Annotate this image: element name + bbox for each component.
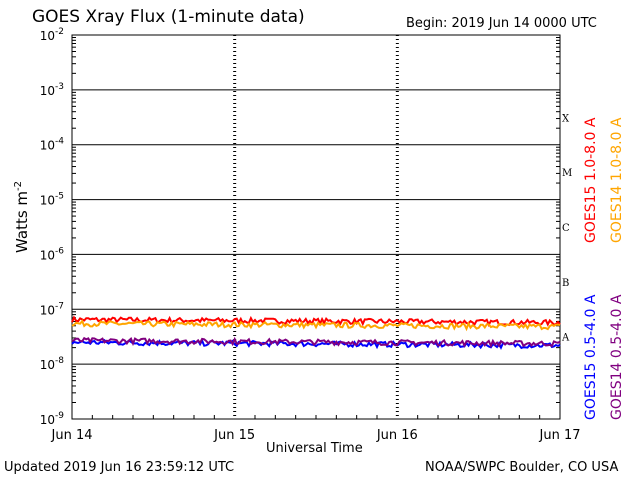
flare-class-label: A — [561, 333, 570, 344]
y-tick-label: 10-5 — [40, 192, 64, 208]
legend-goes14-short: GOES14 0.5-4.0 A — [609, 294, 625, 420]
legend-goes15-short: GOES15 0.5-4.0 A — [583, 294, 599, 420]
credit: NOAA/SWPC Boulder, CO USA — [425, 460, 619, 475]
legend-goes15-long: GOES15 1.0-8.0 A — [583, 117, 599, 243]
x-axis-title: Universal Time — [266, 441, 363, 456]
flare-class-label: C — [562, 223, 570, 234]
x-tick-label: Jun 15 — [213, 428, 255, 443]
y-tick-label: 10-3 — [40, 82, 64, 98]
series-line — [71, 336, 561, 349]
y-tick-label: 10-8 — [40, 356, 65, 372]
legend-goes14-long: GOES14 1.0-8.0 A — [609, 117, 625, 243]
y-tick-label: 10-9 — [40, 411, 65, 427]
chart-title: GOES Xray Flux (1-minute data) — [32, 7, 305, 27]
y-tick-label: 10-6 — [40, 246, 65, 262]
series-line — [71, 315, 561, 328]
x-tick-label: Jun 16 — [376, 428, 418, 443]
plot-frame — [71, 34, 561, 420]
x-tick-label: Jun 17 — [539, 428, 581, 443]
flare-class-label: B — [562, 278, 569, 289]
x-tick-label: Jun 14 — [51, 428, 93, 443]
flare-class-label: X — [562, 113, 570, 124]
y-tick-label: 10-4 — [40, 137, 65, 153]
flare-class-label: M — [562, 168, 572, 179]
y-axis-label: Watts m-2 — [13, 180, 31, 253]
y-tick-label: 10-7 — [40, 301, 64, 317]
series-line — [71, 319, 561, 332]
y-tick-label: 10-2 — [40, 27, 64, 43]
begin-time: Begin: 2019 Jun 14 0000 UTC — [406, 16, 597, 31]
updated-time: Updated 2019 Jun 16 23:59:12 UTC — [4, 460, 235, 475]
